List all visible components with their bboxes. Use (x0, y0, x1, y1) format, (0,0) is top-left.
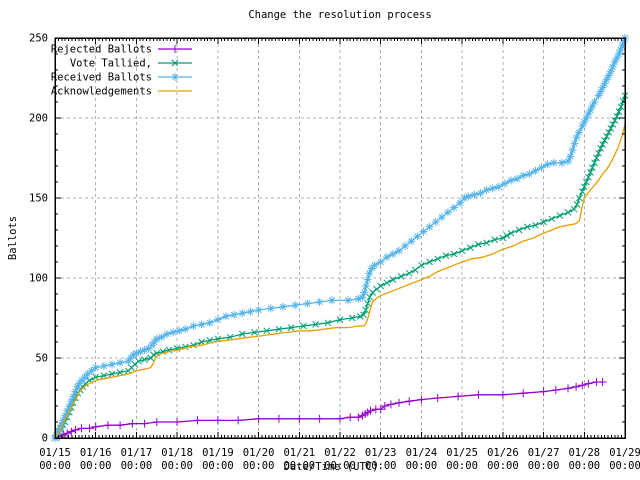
x-tick-date: 01/22 (324, 447, 356, 459)
x-tick-date: 01/25 (446, 447, 478, 459)
legend: Rejected Ballots Vote Tallied, Received Ba… (51, 44, 192, 98)
x-tick-time: 00:00 (446, 460, 478, 472)
x-tick-time: 00:00 (80, 460, 112, 472)
y-tick-label: 100 (29, 273, 48, 285)
legend-entry: Acknowledgements (51, 86, 192, 98)
x-tick-date: 01/28 (568, 447, 600, 459)
x-tick-time: 00:00 (568, 460, 600, 472)
legend-marker (171, 45, 179, 53)
x-tick-date: 01/19 (202, 447, 234, 459)
series-markers (51, 378, 607, 442)
x-tick-date: 01/27 (528, 447, 560, 459)
x-tick-time: 00:00 (243, 460, 275, 472)
x-tick-date: 01/18 (161, 447, 193, 459)
y-tick-label: 150 (29, 193, 48, 205)
y-tick-label: 250 (29, 33, 48, 45)
x-tick-time: 00:00 (202, 460, 234, 472)
x-tick-date: 01/21 (283, 447, 315, 459)
chart-title: Change the resolution process (248, 9, 432, 21)
legend-entry: Vote Tallied, (70, 58, 192, 70)
y-tick-label: 50 (35, 353, 48, 365)
x-tick-date: 01/26 (487, 447, 519, 459)
legend-marker (171, 73, 179, 81)
x-tick-date: 01/24 (406, 447, 438, 459)
x-tick-date: 01/20 (243, 447, 275, 459)
x-tick-time: 00:00 (39, 460, 71, 472)
x-tick-date: 01/17 (121, 447, 153, 459)
legend-label: Acknowledgements (51, 86, 152, 98)
x-axis-title: Date/Time (UTC) (283, 461, 379, 473)
axes-border (54, 37, 626, 439)
x-tick-time: 00:00 (528, 460, 560, 472)
series-rejected-ballots (51, 378, 607, 442)
x-tick-time: 00:00 (161, 460, 193, 472)
x-tick-date: 01/15 (39, 447, 71, 459)
series-acknowledgements (54, 124, 626, 439)
y-tick-label: 200 (29, 113, 48, 125)
x-tick-time: 00:00 (487, 460, 519, 472)
legend-label: Received Ballots (51, 72, 152, 84)
legend-entry: Received Ballots (51, 72, 192, 84)
x-tick-time: 00:00 (283, 460, 315, 472)
x-tick-date: 01/29 (609, 447, 640, 459)
legend-label: Vote Tallied, (70, 58, 152, 70)
x-tick-time: 00:00 (406, 460, 438, 472)
tick-marks (54, 37, 626, 439)
legend-entry: Rejected Ballots (51, 44, 192, 56)
x-tick-time: 00:00 (609, 460, 640, 472)
y-tick-label: 0 (42, 433, 48, 445)
x-tick-date: 01/16 (80, 447, 112, 459)
legend-label: Rejected Ballots (51, 44, 152, 56)
y-tick-labels: 0 50 100 150 200 250 (29, 33, 48, 445)
legend-marker (171, 59, 179, 67)
gridlines (55, 38, 625, 438)
x-tick-time: 00:00 (324, 460, 356, 472)
x-tick-time: 00:00 (121, 460, 153, 472)
x-tick-time: 00:00 (365, 460, 397, 472)
x-tick-date: 01/23 (365, 447, 397, 459)
x-tick-labels: 01/1500:0001/1600:0001/1700:0001/1800:00… (39, 447, 640, 472)
